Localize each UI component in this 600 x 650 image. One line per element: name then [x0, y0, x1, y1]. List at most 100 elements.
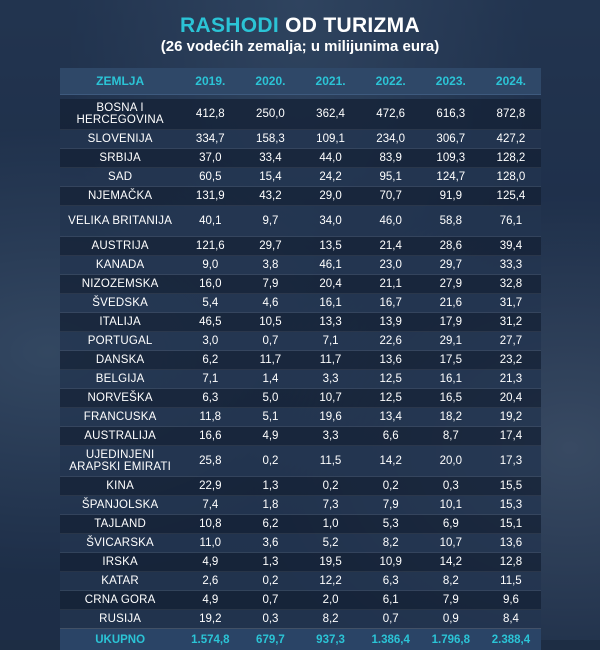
country-cell: ŠPANJOLSKA — [60, 496, 180, 515]
value-cell: 12,8 — [481, 553, 541, 572]
value-cell: 8,2 — [361, 534, 421, 553]
country-cell: KANADA — [60, 256, 180, 275]
value-cell: 46,5 — [180, 313, 240, 332]
total-value-cell: 1.386,4 — [361, 629, 421, 650]
value-cell: 5,0 — [240, 389, 300, 408]
value-cell: 250,0 — [240, 99, 300, 130]
total-value-cell: 1.574,8 — [180, 629, 240, 650]
value-cell: 11,5 — [301, 446, 361, 477]
value-cell: 21,6 — [421, 294, 481, 313]
value-cell: 15,1 — [481, 515, 541, 534]
value-cell: 16,1 — [421, 370, 481, 389]
value-cell: 125,4 — [481, 187, 541, 206]
value-cell: 0,3 — [421, 477, 481, 496]
value-cell: 19,5 — [301, 553, 361, 572]
title-rest: OD TURIZMA — [285, 14, 420, 37]
value-cell: 12,2 — [301, 572, 361, 591]
column-header-year: 2020. — [240, 68, 300, 95]
country-cell: KINA — [60, 477, 180, 496]
country-cell: ŠVICARSKA — [60, 534, 180, 553]
column-header-year: 2019. — [180, 68, 240, 95]
value-cell: 1,3 — [240, 553, 300, 572]
value-cell: 234,0 — [361, 130, 421, 149]
value-cell: 3,0 — [180, 332, 240, 351]
value-cell: 95,1 — [361, 168, 421, 187]
value-cell: 472,6 — [361, 99, 421, 130]
value-cell: 44,0 — [301, 149, 361, 168]
value-cell: 10,5 — [240, 313, 300, 332]
column-header-country: ZEMLJA — [60, 68, 180, 95]
value-cell: 0,2 — [240, 446, 300, 477]
value-cell: 11,8 — [180, 408, 240, 427]
country-cell: ITALIJA — [60, 313, 180, 332]
value-cell: 60,5 — [180, 168, 240, 187]
value-cell: 13,5 — [301, 237, 361, 256]
country-cell: ŠVEDSKA — [60, 294, 180, 313]
country-cell: RUSIJA — [60, 610, 180, 629]
value-cell: 109,3 — [421, 149, 481, 168]
value-cell: 0,7 — [361, 610, 421, 629]
country-cell: SLOVENIJA — [60, 130, 180, 149]
value-cell: 13,4 — [361, 408, 421, 427]
value-cell: 22,6 — [361, 332, 421, 351]
country-cell: NORVEŠKA — [60, 389, 180, 408]
value-cell: 40,1 — [180, 206, 240, 237]
value-cell: 5,3 — [361, 515, 421, 534]
country-cell: BOSNA I HERCEGOVINA — [60, 99, 180, 130]
value-cell: 19,2 — [481, 408, 541, 427]
total-value-cell: 679,7 — [240, 629, 300, 650]
value-cell: 14,2 — [361, 446, 421, 477]
value-cell: 7,9 — [361, 496, 421, 515]
value-cell: 12,5 — [361, 370, 421, 389]
column-header-year: 2023. — [421, 68, 481, 95]
value-cell: 6,6 — [361, 427, 421, 446]
value-cell: 6,3 — [361, 572, 421, 591]
value-cell: 0,2 — [301, 477, 361, 496]
value-cell: 11,0 — [180, 534, 240, 553]
value-cell: 17,9 — [421, 313, 481, 332]
country-cell: TAJLAND — [60, 515, 180, 534]
value-cell: 9,0 — [180, 256, 240, 275]
value-cell: 16,6 — [180, 427, 240, 446]
value-cell: 4,9 — [240, 427, 300, 446]
value-cell: 20,0 — [421, 446, 481, 477]
value-cell: 8,2 — [301, 610, 361, 629]
value-cell: 16,0 — [180, 275, 240, 294]
value-cell: 6,2 — [180, 351, 240, 370]
value-cell: 9,7 — [240, 206, 300, 237]
value-cell: 70,7 — [361, 187, 421, 206]
value-cell: 124,7 — [421, 168, 481, 187]
page-title: RASHODI OD TURIZMA — [0, 14, 600, 38]
value-cell: 28,6 — [421, 237, 481, 256]
value-cell: 128,2 — [481, 149, 541, 168]
value-cell: 19,6 — [301, 408, 361, 427]
value-cell: 13,6 — [361, 351, 421, 370]
value-cell: 0,9 — [421, 610, 481, 629]
value-cell: 3,3 — [301, 370, 361, 389]
value-cell: 6,9 — [421, 515, 481, 534]
country-cell: AUSTRIJA — [60, 237, 180, 256]
value-cell: 58,8 — [421, 206, 481, 237]
value-cell: 33,3 — [481, 256, 541, 275]
country-cell: VELIKA BRITANIJA — [60, 206, 180, 237]
value-cell: 33,4 — [240, 149, 300, 168]
value-cell: 109,1 — [301, 130, 361, 149]
country-cell: CRNA GORA — [60, 591, 180, 610]
value-cell: 83,9 — [361, 149, 421, 168]
value-cell: 43,2 — [240, 187, 300, 206]
